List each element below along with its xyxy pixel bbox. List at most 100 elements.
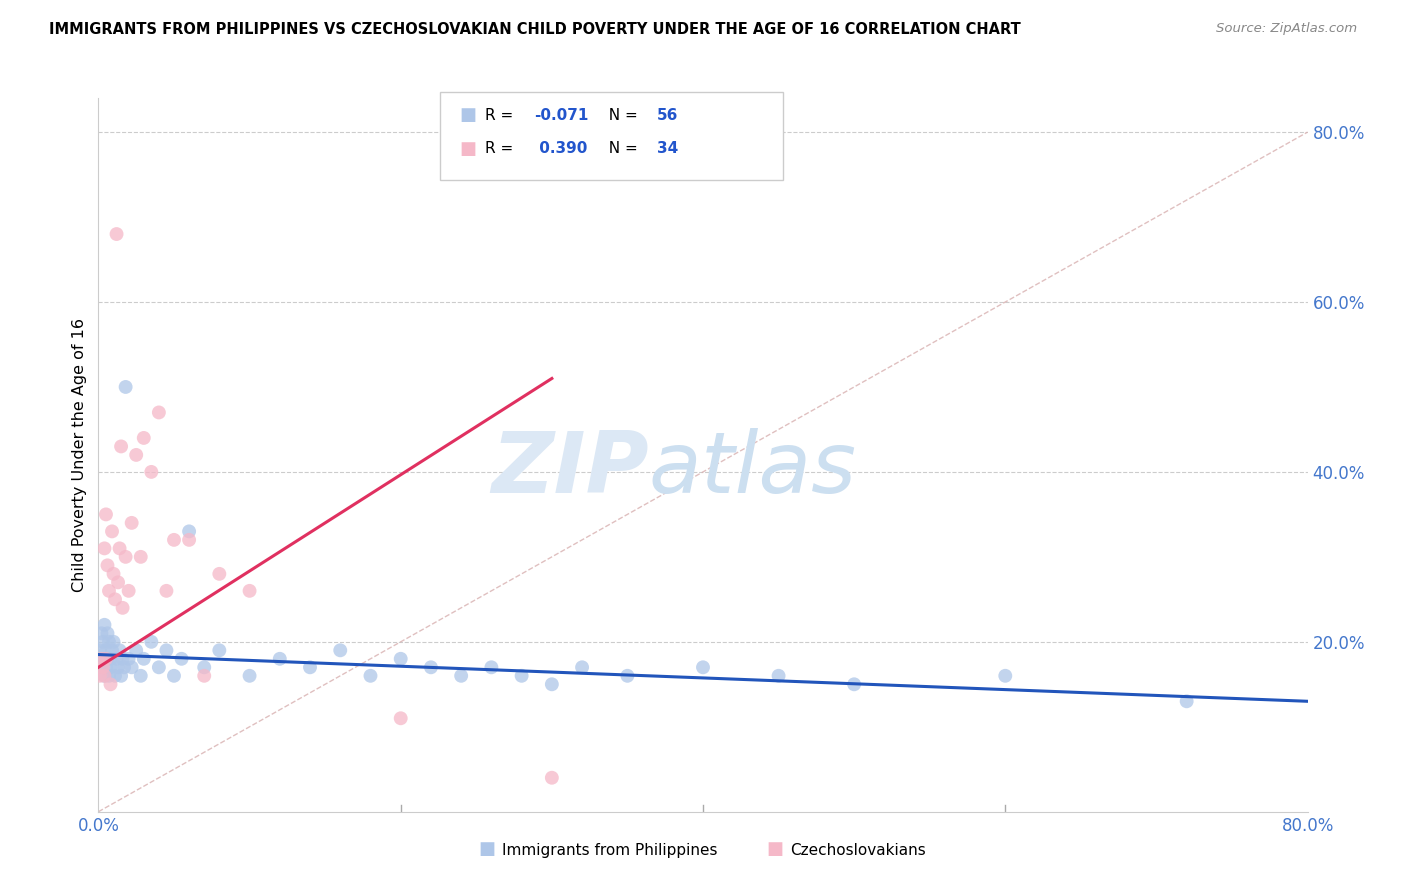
Point [107, 575, 129, 590]
Point [96, 626, 118, 640]
Point [96, 558, 118, 573]
Point [93, 541, 115, 556]
Point [112, 660, 135, 674]
Point [91, 660, 114, 674]
Point [129, 549, 152, 564]
Point [155, 643, 177, 657]
Text: N =: N = [599, 108, 643, 122]
Point [179, 524, 201, 539]
Point [389, 652, 412, 666]
Point [571, 660, 593, 674]
Point [101, 643, 124, 657]
Point [111, 652, 134, 666]
Point [208, 643, 231, 657]
Point [98, 583, 121, 598]
Point [96, 652, 118, 666]
Point [1175, 694, 1198, 708]
Point [481, 660, 503, 674]
Point [105, 652, 128, 666]
Point [121, 516, 143, 530]
Point [91, 635, 114, 649]
Point [110, 439, 132, 453]
Point [208, 566, 231, 581]
Text: 56: 56 [657, 108, 678, 122]
Point [94, 660, 117, 674]
Point [129, 669, 152, 683]
Point [360, 669, 382, 683]
Point [170, 652, 193, 666]
Point [125, 643, 148, 657]
Point [111, 600, 134, 615]
Point [844, 677, 866, 691]
Text: ■: ■ [460, 140, 477, 158]
Point [93, 669, 115, 683]
Point [104, 592, 127, 607]
Point [110, 669, 132, 683]
Text: ■: ■ [478, 840, 495, 858]
Text: IMMIGRANTS FROM PHILIPPINES VS CZECHOSLOVAKIAN CHILD POVERTY UNDER THE AGE OF 16: IMMIGRANTS FROM PHILIPPINES VS CZECHOSLO… [49, 22, 1021, 37]
Y-axis label: Child Poverty Under the Age of 16: Child Poverty Under the Age of 16 [72, 318, 87, 592]
Point [299, 660, 322, 674]
Text: R =: R = [485, 108, 519, 122]
Point [163, 669, 186, 683]
Point [155, 583, 177, 598]
Point [100, 677, 122, 691]
Point [103, 566, 125, 581]
Text: -0.071: -0.071 [534, 108, 589, 122]
Point [89, 643, 111, 657]
Point [132, 652, 155, 666]
Point [141, 465, 163, 479]
Point [91, 652, 114, 666]
Point [118, 583, 141, 598]
Point [100, 652, 122, 666]
Point [768, 669, 790, 683]
Point [148, 405, 170, 419]
Point [389, 711, 412, 725]
Text: Immigrants from Philippines: Immigrants from Philippines [502, 843, 717, 858]
Point [163, 533, 186, 547]
Text: N =: N = [599, 142, 643, 156]
Point [132, 431, 155, 445]
Point [90, 652, 112, 666]
Point [141, 635, 163, 649]
Point [98, 669, 121, 683]
Point [329, 643, 352, 657]
Point [269, 652, 291, 666]
Point [239, 669, 262, 683]
Point [89, 669, 111, 683]
Point [994, 669, 1017, 683]
Point [239, 583, 262, 598]
Point [108, 643, 131, 657]
Point [125, 448, 148, 462]
Point [103, 635, 125, 649]
Point [104, 669, 127, 683]
Point [107, 660, 129, 674]
Point [94, 508, 117, 522]
Point [179, 533, 201, 547]
Point [616, 669, 638, 683]
Text: ZIP: ZIP [491, 427, 648, 511]
Point [108, 541, 131, 556]
Point [90, 626, 112, 640]
Text: Czechoslovakians: Czechoslovakians [790, 843, 927, 858]
Point [121, 660, 143, 674]
Point [692, 660, 714, 674]
Text: 34: 34 [657, 142, 678, 156]
Point [101, 524, 124, 539]
Text: R =: R = [485, 142, 519, 156]
Point [100, 660, 122, 674]
Text: ■: ■ [460, 106, 477, 124]
Point [148, 660, 170, 674]
Point [114, 380, 136, 394]
Point [193, 669, 215, 683]
Point [93, 617, 115, 632]
Text: ■: ■ [766, 840, 783, 858]
Point [90, 660, 112, 674]
Point [118, 652, 141, 666]
Text: Source: ZipAtlas.com: Source: ZipAtlas.com [1216, 22, 1357, 36]
Point [93, 669, 115, 683]
Point [114, 549, 136, 564]
Point [540, 771, 562, 785]
Point [105, 227, 128, 241]
Point [540, 677, 562, 691]
